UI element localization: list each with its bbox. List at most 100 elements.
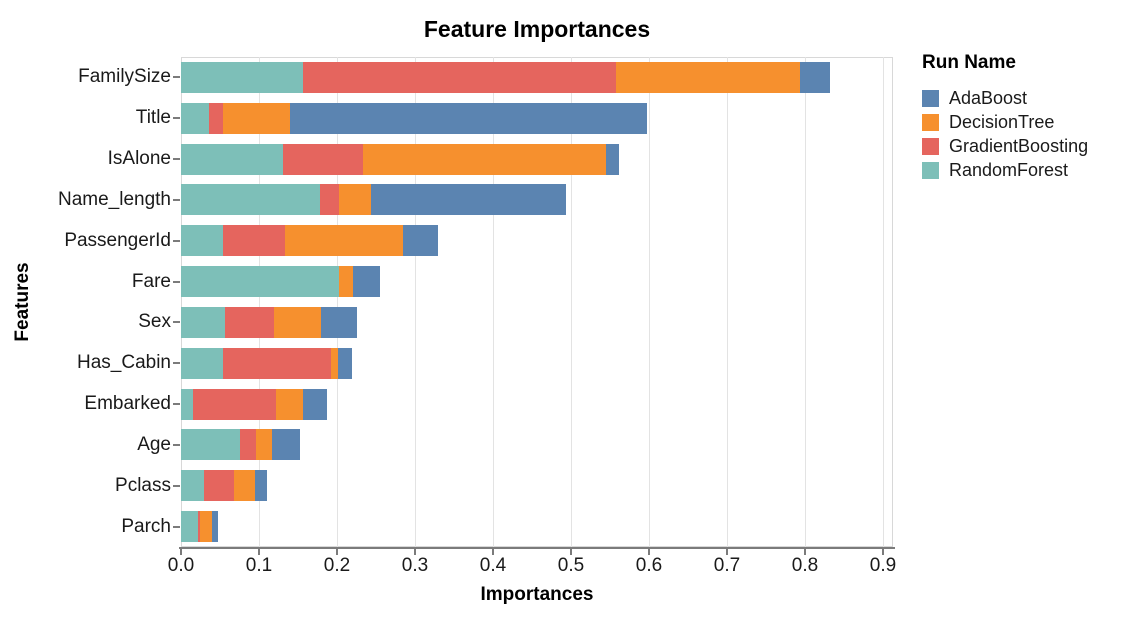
- bar-segment-AdaBoost: [352, 266, 380, 298]
- x-tick-mark: [414, 549, 416, 555]
- bar-segment-DecisionTree: [199, 511, 213, 543]
- legend-label: RandomForest: [949, 159, 1069, 180]
- x-tick-label: 0.4: [479, 555, 507, 576]
- legend-label: GradientBoosting: [949, 135, 1089, 156]
- bar-segment-DecisionTree: [223, 102, 291, 134]
- y-category-label: Has_Cabin: [77, 352, 171, 374]
- bar-segment-RandomForest: [181, 306, 226, 338]
- legend: Run Name AdaBoost DecisionTree GradientBoo…: [922, 52, 1088, 182]
- y-category-label: Sex: [138, 311, 171, 333]
- legend-swatch-AdaBoost: [922, 89, 939, 107]
- x-tick-mark: [180, 549, 182, 555]
- x-tick-label: 0.7: [713, 555, 741, 576]
- legend-item-RandomForest: RandomForest: [922, 158, 1088, 182]
- x-tick-label: 0.3: [401, 555, 429, 576]
- legend-items: AdaBoost DecisionTree GradientBoosting Rand…: [922, 86, 1088, 182]
- bar-segment-RandomForest: [181, 266, 340, 298]
- bar-segment-DecisionTree: [362, 143, 607, 175]
- gridline: [570, 57, 572, 547]
- y-category-label: Pclass: [115, 474, 171, 496]
- bar-segment-DecisionTree: [255, 429, 273, 461]
- y-category-label: Name_length: [57, 188, 171, 210]
- bar-segment-RandomForest: [181, 102, 210, 134]
- bar-segment-AdaBoost: [606, 143, 620, 175]
- x-tick-label: 0.8: [791, 555, 819, 576]
- y-category-label: Embarked: [84, 393, 171, 415]
- bar-segment-DecisionTree: [339, 266, 353, 298]
- x-axis-line: [179, 547, 895, 549]
- x-axis-title: Importances: [480, 584, 594, 605]
- chart-title: Feature Importances: [423, 16, 651, 42]
- x-tick-mark: [804, 549, 806, 555]
- bar-segment-GradientBoosting: [223, 347, 331, 379]
- x-tick-mark: [648, 549, 650, 555]
- bar-segment-AdaBoost: [302, 388, 327, 420]
- legend-item-AdaBoost: AdaBoost: [922, 86, 1088, 110]
- x-tick-mark: [336, 549, 338, 555]
- y-axis-title: Features: [12, 262, 33, 342]
- bar-segment-RandomForest: [181, 429, 241, 461]
- gridline: [336, 57, 338, 547]
- bar-segment-GradientBoosting: [223, 225, 285, 257]
- x-tick-mark: [492, 549, 494, 555]
- bar-segment-AdaBoost: [272, 429, 300, 461]
- legend-item-GradientBoosting: GradientBoosting: [922, 134, 1088, 158]
- x-tick-label: 0.2: [323, 555, 351, 576]
- y-tick-mark: [173, 117, 180, 120]
- legend-swatch-RandomForest: [922, 161, 939, 179]
- y-category-label: Parch: [121, 515, 171, 537]
- y-tick-mark: [173, 158, 180, 161]
- bar-segment-GradientBoosting: [225, 306, 274, 338]
- gridline: [258, 57, 260, 547]
- legend-label: AdaBoost: [949, 87, 1028, 108]
- y-category-label: Age: [137, 433, 171, 455]
- y-category-label: IsAlone: [107, 148, 171, 170]
- x-tick-mark: [258, 549, 260, 555]
- bar-segment-DecisionTree: [616, 61, 800, 93]
- bar-segment-GradientBoosting: [240, 429, 256, 461]
- y-tick-mark: [173, 76, 180, 79]
- legend-label: DecisionTree: [949, 111, 1055, 132]
- bar-segment-DecisionTree: [330, 347, 338, 379]
- bar-segment-AdaBoost: [320, 306, 358, 338]
- gridline: [414, 57, 416, 547]
- bar-segment-GradientBoosting: [204, 470, 235, 502]
- x-tick-label: 0.1: [245, 555, 273, 576]
- legend-swatch-GradientBoosting: [922, 137, 939, 155]
- bar-segment-AdaBoost: [290, 102, 648, 134]
- x-tick-mark: [882, 549, 884, 555]
- bar-segment-GradientBoosting: [303, 61, 617, 93]
- legend-item-DecisionTree: DecisionTree: [922, 110, 1088, 134]
- bar-segment-AdaBoost: [799, 61, 830, 93]
- bar-segment-DecisionTree: [276, 388, 303, 420]
- bar-segment-RandomForest: [181, 511, 199, 543]
- y-tick-mark: [173, 484, 180, 487]
- bar-segment-GradientBoosting: [193, 388, 277, 420]
- bar-segment-RandomForest: [181, 470, 205, 502]
- y-tick-mark: [173, 280, 180, 283]
- plot-area: [181, 57, 893, 547]
- bar-segment-RandomForest: [181, 347, 224, 379]
- y-tick-mark: [173, 198, 180, 201]
- bar-segment-RandomForest: [181, 143, 284, 175]
- bar-segment-RandomForest: [181, 225, 224, 257]
- y-tick-mark: [173, 362, 180, 365]
- bar-segment-GradientBoosting: [283, 143, 363, 175]
- bar-segment-AdaBoost: [337, 347, 352, 379]
- y-tick-mark: [173, 403, 180, 406]
- bar-segment-RandomForest: [181, 184, 320, 216]
- y-category-label: PassengerId: [64, 229, 171, 251]
- gridline: [492, 57, 494, 547]
- y-category-label: FamilySize: [78, 66, 171, 88]
- y-tick-mark: [173, 443, 180, 446]
- bar-segment-AdaBoost: [371, 184, 566, 216]
- gridline: [648, 57, 650, 547]
- gridline: [882, 57, 884, 547]
- y-tick-mark: [173, 525, 180, 528]
- legend-title: Run Name: [922, 52, 1016, 73]
- gridline: [804, 57, 806, 547]
- bar-segment-RandomForest: [181, 388, 194, 420]
- bar-segment-AdaBoost: [212, 511, 219, 543]
- legend-swatch-DecisionTree: [922, 113, 939, 131]
